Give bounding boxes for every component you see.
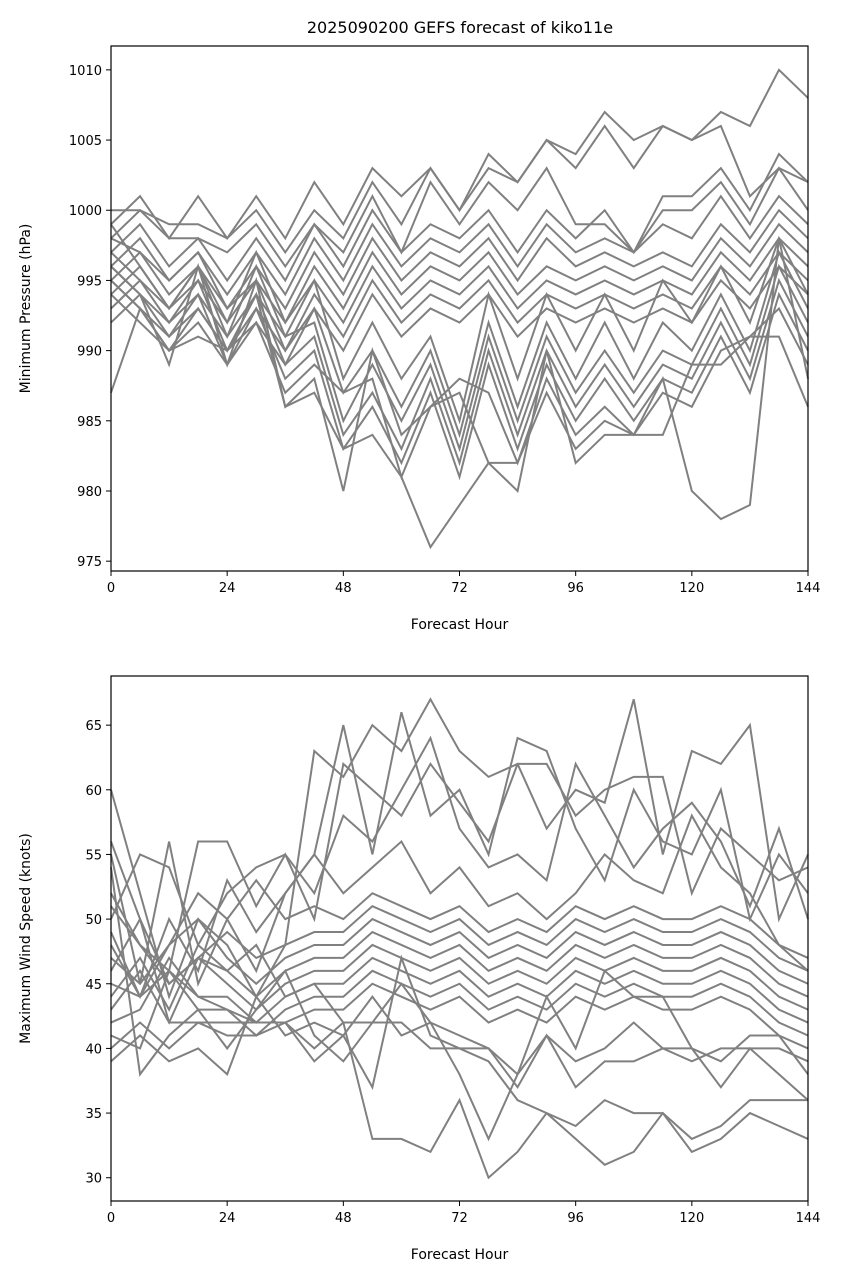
wind-y-tick-label-3: 45 [85, 978, 102, 993]
pressure-x-axis-label: Forecast Hour [411, 617, 509, 633]
pressure-y-axis-label: Minimum Pressure (hPa) [18, 224, 34, 394]
pressure-x-tick-label-4: 96 [567, 581, 584, 596]
pressure-x-tick-label-3: 72 [451, 581, 468, 596]
wind-x-tick-label-5: 120 [679, 1211, 704, 1226]
wind-series-line-4 [110, 735, 809, 948]
wind-series-line-14 [110, 994, 809, 1076]
wind-y-tick-label-7: 65 [85, 719, 102, 734]
wind-y-tick-label-2: 40 [85, 1042, 102, 1057]
pressure-series-line-18 [110, 279, 809, 550]
pressure-series-line-2 [110, 124, 809, 255]
pressure-y-tick-label-7: 1010 [69, 64, 102, 79]
wind-y-tick-label-1: 35 [85, 1107, 102, 1122]
wind-chart: 0 24 48 72 96 120 144 30 35 40 45 50 55 60 65 Forecast … [18, 675, 821, 1263]
wind-y-tick-label-6: 60 [85, 784, 102, 799]
pressure-series-line-11 [110, 223, 809, 425]
wind-series-line-6 [110, 878, 809, 986]
pressure-y-tick-label-2: 985 [77, 415, 102, 430]
pressure-series-line-12 [110, 237, 809, 439]
wind-series-line-3 [110, 762, 809, 973]
pressure-x-tick-label-0: 0 [107, 581, 115, 596]
wind-y-tick-label-4: 50 [85, 913, 102, 928]
wind-series-line-18 [110, 867, 809, 1142]
pressure-chart: 0 24 48 72 96 120 144 975 980 985 990 995 1000 1005 10… [18, 45, 821, 633]
pressure-y-tick-label-1: 980 [77, 485, 102, 500]
wind-y-tick-label-0: 30 [85, 1172, 102, 1187]
wind-series-line-1 [110, 697, 809, 1000]
pressure-series-line-4 [110, 166, 809, 283]
pressure-series-line-5 [110, 194, 809, 297]
wind-series-line-13 [110, 982, 809, 1050]
wind-x-axis-label: Forecast Hour [411, 1247, 509, 1263]
wind-series-line-5 [110, 813, 809, 1000]
wind-series-line-7 [110, 904, 809, 986]
pressure-y-tick-label-3: 990 [77, 345, 102, 360]
pressure-x-tick-label-1: 24 [219, 581, 236, 596]
wind-series-line-10 [110, 943, 809, 1025]
pressure-series-line-17 [110, 238, 809, 521]
pressure-series-line-3 [111, 152, 809, 269]
wind-x-tick-label-2: 48 [335, 1211, 352, 1226]
wind-x-tick-label-1: 24 [219, 1211, 236, 1226]
wind-series-line-17 [110, 905, 809, 1180]
wind-series-line-11 [110, 956, 809, 1024]
pressure-y-tick-label-4: 995 [77, 274, 102, 289]
wind-x-tick-label-0: 0 [107, 1211, 115, 1226]
wind-y-axis-label: Maximum Wind Speed (knots) [18, 833, 34, 1044]
wind-y-tick-label-5: 55 [85, 848, 102, 863]
pressure-x-tick-label-6: 144 [796, 581, 821, 596]
chart-title: 2025090200 GEFS forecast of kiko11e [307, 18, 613, 37]
wind-series-line-16 [110, 931, 808, 1166]
pressure-y-tick-label-6: 1005 [69, 134, 102, 149]
pressure-x-tick-label-5: 120 [679, 581, 704, 596]
wind-x-tick-label-6: 144 [796, 1211, 821, 1226]
pressure-y-tick-label-5: 1000 [69, 204, 102, 219]
wind-x-tick-label-3: 72 [451, 1211, 468, 1226]
wind-x-tick-label-4: 96 [567, 1211, 584, 1226]
wind-series-line-8 [110, 917, 809, 998]
pressure-y-tick-label-0: 975 [77, 555, 102, 570]
pressure-x-tick-label-2: 48 [335, 581, 352, 596]
